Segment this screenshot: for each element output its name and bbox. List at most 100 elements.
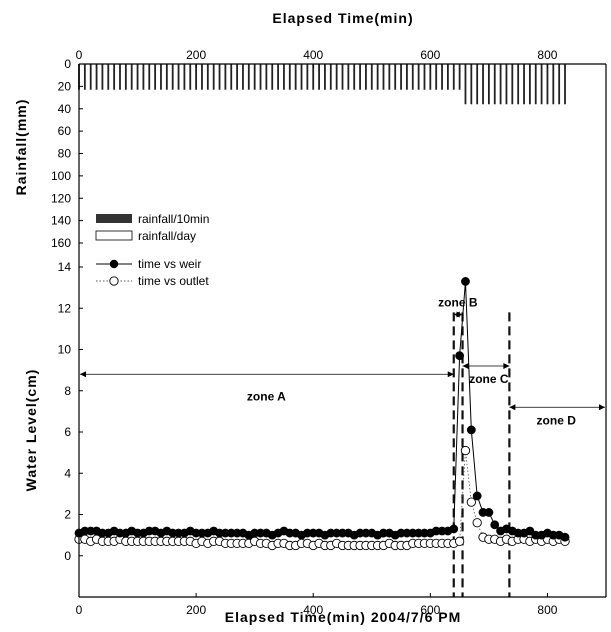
weir-point bbox=[472, 491, 482, 501]
rainfall-bar bbox=[283, 64, 285, 90]
rainfall-bar bbox=[429, 64, 432, 90]
rainfall-bar bbox=[505, 64, 508, 105]
rainfall-bar bbox=[206, 64, 209, 90]
rainfall-bar bbox=[160, 64, 162, 90]
outlet-point bbox=[466, 497, 476, 507]
water-level-axis-title: Water Level(cm) bbox=[23, 369, 39, 492]
rainfall-bar bbox=[411, 64, 414, 90]
rainfall-bar bbox=[423, 64, 426, 90]
bottom-x-tick-label: 400 bbox=[303, 603, 323, 617]
rainfall-bar bbox=[288, 64, 291, 90]
rainfall-bar bbox=[511, 64, 514, 105]
rainfall-bar bbox=[171, 64, 174, 90]
zone-a-arrow-head-right bbox=[447, 371, 454, 378]
zone-annotations: zone A zone B zone C zone D bbox=[80, 295, 605, 597]
rainfall-bar bbox=[95, 64, 98, 90]
outlet-point bbox=[460, 445, 471, 456]
zone-b-label: zone B bbox=[438, 295, 478, 309]
rainfall-bar bbox=[517, 64, 520, 105]
rainfall-y-tick-label: 120 bbox=[51, 191, 71, 205]
weir-point bbox=[449, 524, 459, 534]
outlet-point bbox=[454, 536, 465, 546]
rainfall-bar bbox=[353, 64, 356, 90]
rainfall-bar bbox=[400, 64, 402, 90]
rainfall-bar bbox=[329, 64, 332, 90]
legend-marker-outlet bbox=[109, 276, 119, 286]
rainfall-bar bbox=[335, 64, 338, 90]
rainfall-bar bbox=[499, 64, 502, 105]
outlet-point bbox=[472, 518, 482, 528]
top-x-tick-label: 200 bbox=[186, 48, 206, 62]
rainfall-bar bbox=[470, 64, 473, 105]
rainfall-y-tick-label: 60 bbox=[58, 124, 72, 138]
rainfall-bar bbox=[119, 64, 121, 90]
rainfall-bar bbox=[388, 64, 391, 90]
weir-point bbox=[484, 508, 494, 517]
rainfall-bar bbox=[487, 64, 490, 105]
rainfall-bar bbox=[124, 64, 127, 90]
rainfall-bar bbox=[107, 64, 110, 90]
rainfall-bar bbox=[493, 64, 496, 105]
rainfall-bar bbox=[154, 64, 157, 90]
rainfall-bar bbox=[347, 64, 350, 90]
rainfall-bar bbox=[136, 64, 139, 90]
rainfall-bar bbox=[236, 64, 238, 90]
rainfall-bar bbox=[183, 64, 186, 90]
legend-label-weir: time vs weir bbox=[138, 257, 201, 271]
weir-point bbox=[490, 520, 500, 530]
rainfall-bar bbox=[312, 64, 315, 90]
rainfall-bar bbox=[218, 64, 221, 90]
weir-series-line bbox=[78, 281, 566, 538]
zone-c-label: zone C bbox=[469, 372, 509, 386]
rainfall-bar bbox=[552, 64, 555, 105]
water-level-y-tick-label: 6 bbox=[64, 425, 71, 439]
top-x-tick-label: 800 bbox=[537, 48, 557, 62]
bottom-axis-title: Elapsed Time(min) 2004/7/6 PM bbox=[225, 609, 462, 625]
zone-d-label: zone D bbox=[537, 413, 577, 427]
legend-label-rainfall-10min: rainfall/10min bbox=[138, 212, 209, 226]
weir-point bbox=[466, 425, 476, 435]
rainfall-bar bbox=[540, 64, 543, 105]
top-x-tick-label: 400 bbox=[303, 48, 323, 62]
rainfall-y-tick-label: 40 bbox=[58, 102, 72, 116]
zone-d-arrow-head-right bbox=[599, 404, 605, 411]
rainfall-bar bbox=[201, 64, 203, 90]
rainfall-bar bbox=[394, 64, 397, 90]
rainfall-bar bbox=[113, 64, 116, 90]
top-axis-title: Elapsed Time(min) bbox=[272, 10, 413, 26]
water-level-y-tick-label: 10 bbox=[58, 343, 72, 357]
rainfall-bars bbox=[78, 64, 566, 105]
rainfall-bar bbox=[406, 64, 408, 90]
water-level-y-tick-label: 4 bbox=[64, 466, 71, 480]
rainfall-bar bbox=[365, 64, 367, 90]
rainfall-bar bbox=[359, 64, 361, 90]
rainfall-bar bbox=[318, 64, 320, 90]
rainfall-bar bbox=[306, 64, 309, 90]
legend-label-outlet: time vs outlet bbox=[138, 274, 209, 288]
zone-c-arrow-head-right bbox=[503, 363, 510, 369]
water-level-y-tick-label: 2 bbox=[64, 508, 71, 522]
rainfall-bar bbox=[253, 64, 256, 90]
weir-point bbox=[560, 532, 570, 542]
legend-swatch-rainfall-day bbox=[95, 230, 133, 241]
rainfall-bar bbox=[376, 64, 379, 90]
rainfall-bar bbox=[564, 64, 566, 105]
rainfall-bar bbox=[130, 64, 133, 90]
rainfall-bar bbox=[224, 64, 227, 90]
rainfall-bar bbox=[277, 64, 279, 90]
top-x-tick-label: 600 bbox=[420, 48, 440, 62]
rainfall-bar bbox=[417, 64, 420, 90]
water-level-y-tick-label: 0 bbox=[64, 549, 71, 563]
legend-marker-weir bbox=[109, 259, 119, 269]
rainfall-bar bbox=[482, 64, 484, 105]
rainfall-y-tick-label: 80 bbox=[58, 147, 72, 161]
weir-point bbox=[455, 351, 465, 361]
rainfall-bar bbox=[259, 64, 262, 90]
rainfall-bar bbox=[324, 64, 326, 90]
rainfall-bar bbox=[189, 64, 192, 90]
rainfall-bar bbox=[101, 64, 104, 90]
rainfall-y-tick-label: 0 bbox=[64, 57, 71, 71]
rainfall-bar bbox=[271, 64, 274, 90]
rainfall-bar bbox=[458, 64, 461, 90]
